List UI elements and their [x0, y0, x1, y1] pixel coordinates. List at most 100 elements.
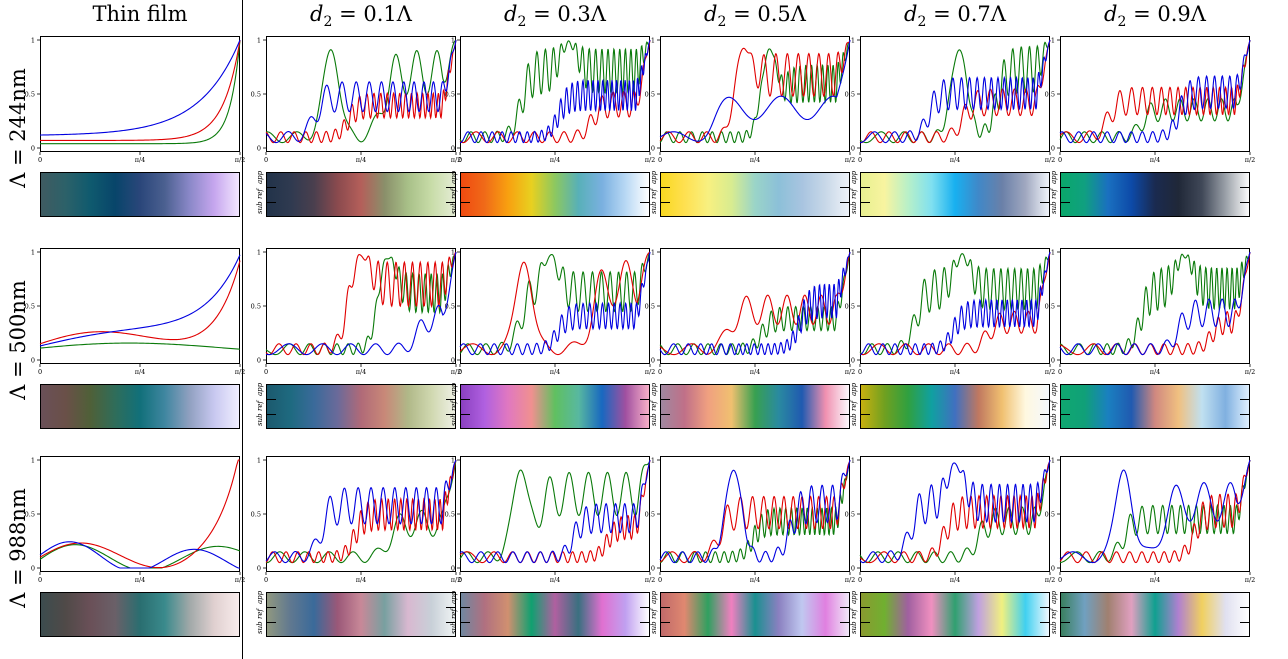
line-plot: 0 0.5 1 0 π/4 π/2 [25, 456, 245, 584]
strip-divider-mark [840, 606, 850, 608]
strip-label-ref: ref [650, 188, 658, 199]
strip-divider-mark [1040, 398, 1050, 400]
panel-r1-c3: 0 0.5 1 0 π/4 π/2 [645, 248, 855, 376]
strip-divider-mark [660, 398, 670, 400]
strip-divider-mark [446, 398, 456, 400]
x-tick-label: π/4 [1150, 368, 1161, 376]
y-tick-label: 1 [1051, 37, 1055, 45]
x-tick-label: π/2 [451, 156, 462, 164]
y-tick-label: 1 [851, 249, 855, 257]
strip-divider-mark [1040, 413, 1050, 415]
strip-divider-mark [860, 398, 870, 400]
series-b-line [39, 254, 241, 347]
y-tick-label: 0.5 [1045, 511, 1055, 519]
strip-label-sub: sub [650, 621, 658, 634]
line-plot: 0 0.5 1 0 π/4 π/2 [1045, 456, 1255, 584]
line-plot: 0 0.5 1 0 π/4 π/2 [445, 456, 655, 584]
series-r-line [265, 459, 457, 564]
series-g-line [265, 251, 457, 356]
y-tick-label: 0 [851, 357, 855, 365]
axes-frame [660, 456, 850, 572]
y-tick-label: 1 [257, 249, 261, 257]
y-tick-label: 0.5 [645, 91, 655, 99]
series-b-line [265, 251, 457, 356]
strip-divider-mark [446, 413, 456, 415]
strip-divider-mark [640, 606, 650, 608]
x-tick-label: π/4 [750, 156, 761, 164]
x-tick-label: π/4 [1150, 156, 1161, 164]
strip-label-app: app [650, 382, 658, 396]
strip-label-app: app [850, 382, 858, 396]
x-tick-label: 0 [458, 368, 462, 376]
x-tick-label: 0 [264, 156, 268, 164]
x-tick-label: π/2 [1245, 368, 1256, 376]
color-strip-r2-c3 [660, 592, 850, 637]
series-b-line [859, 39, 1051, 144]
x-tick-label: π/4 [550, 156, 561, 164]
x-tick-label: π/2 [845, 156, 856, 164]
panel-r1-c2: 0 0.5 1 0 π/4 π/2 [445, 248, 655, 376]
x-tick-label: π/4 [135, 368, 146, 376]
y-tick-label: 1 [651, 37, 655, 45]
strip-label-app: app [1050, 590, 1058, 604]
panel-r0-c1: 0 0.5 1 0 π/4 π/2 [251, 36, 461, 164]
y-tick-label: 0 [651, 357, 655, 365]
panel-r0-c5: 0 0.5 1 0 π/4 π/2 [1045, 36, 1255, 164]
series-g-line [659, 251, 851, 356]
line-plot: 0 0.5 1 0 π/4 π/2 [845, 248, 1055, 376]
x-tick-label: π/4 [550, 576, 561, 584]
y-tick-label: 0 [1051, 357, 1055, 365]
series-r-line [1059, 459, 1251, 564]
panel-r2-c2: 0 0.5 1 0 π/4 π/2 [445, 456, 655, 584]
series-b-line [859, 251, 1051, 356]
y-tick-label: 0 [851, 145, 855, 153]
y-tick-label: 1 [1051, 457, 1055, 465]
strip-divider-mark [660, 201, 670, 203]
axes-frame [1060, 36, 1250, 152]
y-tick-label: 1 [451, 249, 455, 257]
color-strip-r1-c3 [660, 384, 850, 429]
strip-label-app: app [256, 170, 264, 184]
strip-divider-mark [1240, 186, 1250, 188]
x-tick-label: π/2 [645, 368, 656, 376]
y-tick-label: 0.5 [845, 91, 855, 99]
strip-label-ref: ref [850, 608, 858, 619]
axes-frame [660, 36, 850, 152]
strip-divider-mark [460, 413, 470, 415]
strip-divider-mark [446, 186, 456, 188]
strip-divider-mark [860, 606, 870, 608]
y-tick-label: 0.5 [845, 303, 855, 311]
panel-r2-c4: 0 0.5 1 0 π/4 π/2 [845, 456, 1055, 584]
y-tick-label: 1 [1051, 249, 1055, 257]
color-strip-r0-c5 [1060, 172, 1250, 217]
strip-label-sub: sub [1050, 201, 1058, 214]
strip-divider-mark [840, 621, 850, 623]
panel-r0-c3: 0 0.5 1 0 π/4 π/2 [645, 36, 855, 164]
y-tick-label: 0.5 [445, 303, 455, 311]
series-r-line [859, 459, 1051, 564]
line-plot: 0 0.5 1 0 π/4 π/2 [1045, 36, 1255, 164]
y-tick-label: 0.5 [645, 303, 655, 311]
y-tick-label: 0 [257, 145, 261, 153]
series-b-line [459, 39, 651, 144]
strip-divider-mark [840, 413, 850, 415]
x-tick-label: π/2 [645, 576, 656, 584]
color-strip-r0-c1 [266, 172, 456, 217]
y-tick-label: 1 [651, 249, 655, 257]
strip-divider-mark [660, 606, 670, 608]
strip-divider-mark [840, 398, 850, 400]
color-strip-r2-c1 [266, 592, 456, 637]
strip-divider-mark [460, 621, 470, 623]
x-tick-label: π/2 [235, 576, 246, 584]
strip-divider-mark [1060, 186, 1070, 188]
x-tick-label: 0 [658, 156, 662, 164]
series-b-line [39, 39, 241, 136]
color-strip-r0-c0 [40, 172, 240, 217]
line-plot: 0 0.5 1 0 π/4 π/2 [845, 36, 1055, 164]
panel-r0-c4: 0 0.5 1 0 π/4 π/2 [845, 36, 1055, 164]
x-tick-label: 0 [1058, 576, 1062, 584]
axes-frame [460, 456, 650, 572]
x-tick-label: π/4 [135, 576, 146, 584]
color-strip-r2-c5 [1060, 592, 1250, 637]
series-g-line [265, 39, 457, 144]
